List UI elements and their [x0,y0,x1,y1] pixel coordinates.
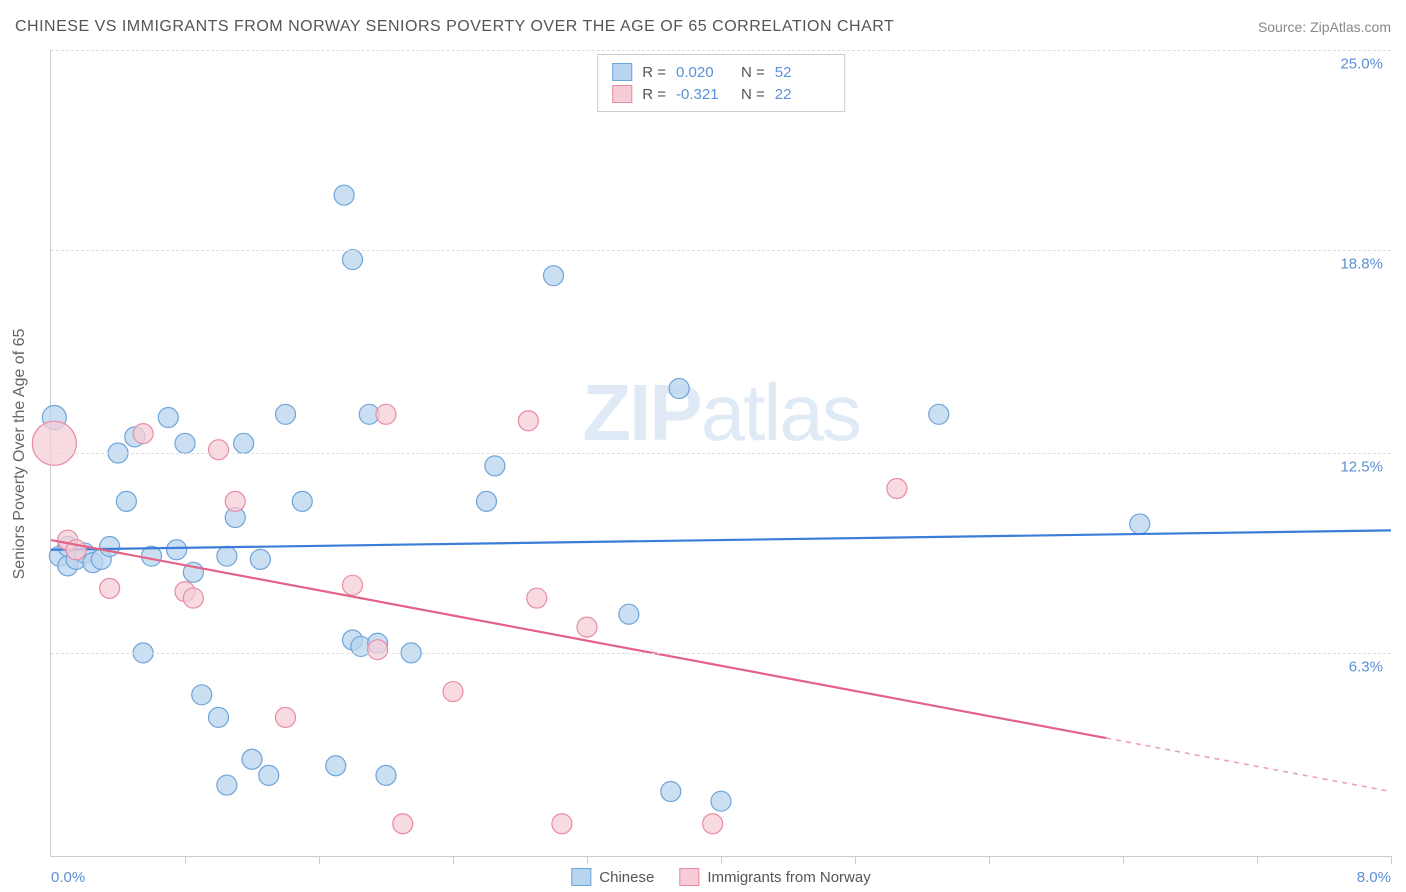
data-point [100,578,120,598]
legend-swatch-chinese [571,868,591,886]
data-point [276,707,296,727]
header: CHINESE VS IMMIGRANTS FROM NORWAY SENIOR… [15,12,1391,42]
data-point [175,433,195,453]
data-point [209,707,229,727]
legend-item-chinese: Chinese [571,868,654,886]
data-point [393,814,413,834]
data-point [116,491,136,511]
grid-line [51,653,1391,654]
data-point [619,604,639,624]
series-legend: Chinese Immigrants from Norway [571,868,870,886]
data-point [217,775,237,795]
data-point [158,408,178,428]
data-point [661,782,681,802]
x-tick [989,856,990,864]
data-point [669,379,689,399]
correlation-legend: R = 0.020 N = 52 R = -0.321 N = 22 [597,54,845,112]
grid-line [51,50,1391,51]
data-point [368,640,388,660]
data-point [527,588,547,608]
n-label: N = [741,86,765,103]
data-point [703,814,723,834]
x-tick [1391,856,1392,864]
data-point [929,404,949,424]
x-tick [185,856,186,864]
regression-line [51,540,1106,738]
data-point [133,424,153,444]
data-point [276,404,296,424]
grid-line [51,453,1391,454]
legend-swatch-norway [612,85,632,103]
data-point [192,685,212,705]
n-value-chinese: 52 [775,64,830,81]
legend-label-chinese: Chinese [599,869,654,886]
x-tick [319,856,320,864]
regression-line-extrapolated [1106,738,1391,791]
chart-container: Seniors Poverty Over the Age of 65 ZIPat… [50,50,1391,857]
data-point [183,588,203,608]
data-point [292,491,312,511]
data-point [217,546,237,566]
data-point [334,185,354,205]
x-tick [1123,856,1124,864]
data-point [577,617,597,637]
source-attribution: Source: ZipAtlas.com [1258,19,1391,35]
data-point [376,404,396,424]
r-value-norway: -0.321 [676,86,731,103]
data-point [711,791,731,811]
y-axis-label: Seniors Poverty Over the Age of 65 [11,328,29,579]
data-point [100,536,120,556]
data-point [887,478,907,498]
grid-line [51,250,1391,251]
r-label: R = [642,86,666,103]
chart-title: CHINESE VS IMMIGRANTS FROM NORWAY SENIOR… [15,18,894,36]
data-point [477,491,497,511]
data-point [443,682,463,702]
n-value-norway: 22 [775,86,830,103]
x-tick [587,856,588,864]
regression-line [51,530,1391,549]
x-min-label: 0.0% [51,869,85,886]
legend-item-norway: Immigrants from Norway [679,868,870,886]
legend-row-norway: R = -0.321 N = 22 [612,83,830,105]
x-tick [855,856,856,864]
data-point [225,491,245,511]
data-point [209,440,229,460]
r-value-chinese: 0.020 [676,64,731,81]
data-point [343,575,363,595]
data-point [259,765,279,785]
data-point [250,549,270,569]
data-point [32,421,76,465]
data-point [485,456,505,476]
data-point [343,250,363,270]
data-point [544,266,564,286]
data-point [376,765,396,785]
r-label: R = [642,64,666,81]
legend-swatch-norway [679,868,699,886]
x-tick [453,856,454,864]
data-point [1130,514,1150,534]
data-point [518,411,538,431]
data-point [242,749,262,769]
legend-row-chinese: R = 0.020 N = 52 [612,61,830,83]
data-point [552,814,572,834]
y-tick-label: 12.5% [1340,459,1383,476]
y-tick-label: 6.3% [1349,658,1383,675]
y-tick-label: 18.8% [1340,255,1383,272]
legend-swatch-chinese [612,63,632,81]
x-tick [721,856,722,864]
plot-area: ZIPatlas R = 0.020 N = 52 R = -0.321 N =… [50,50,1391,857]
n-label: N = [741,64,765,81]
legend-label-norway: Immigrants from Norway [707,869,870,886]
data-point [234,433,254,453]
y-tick-label: 25.0% [1340,56,1383,73]
x-tick [1257,856,1258,864]
data-point [167,540,187,560]
x-max-label: 8.0% [1357,869,1391,886]
data-point [326,756,346,776]
